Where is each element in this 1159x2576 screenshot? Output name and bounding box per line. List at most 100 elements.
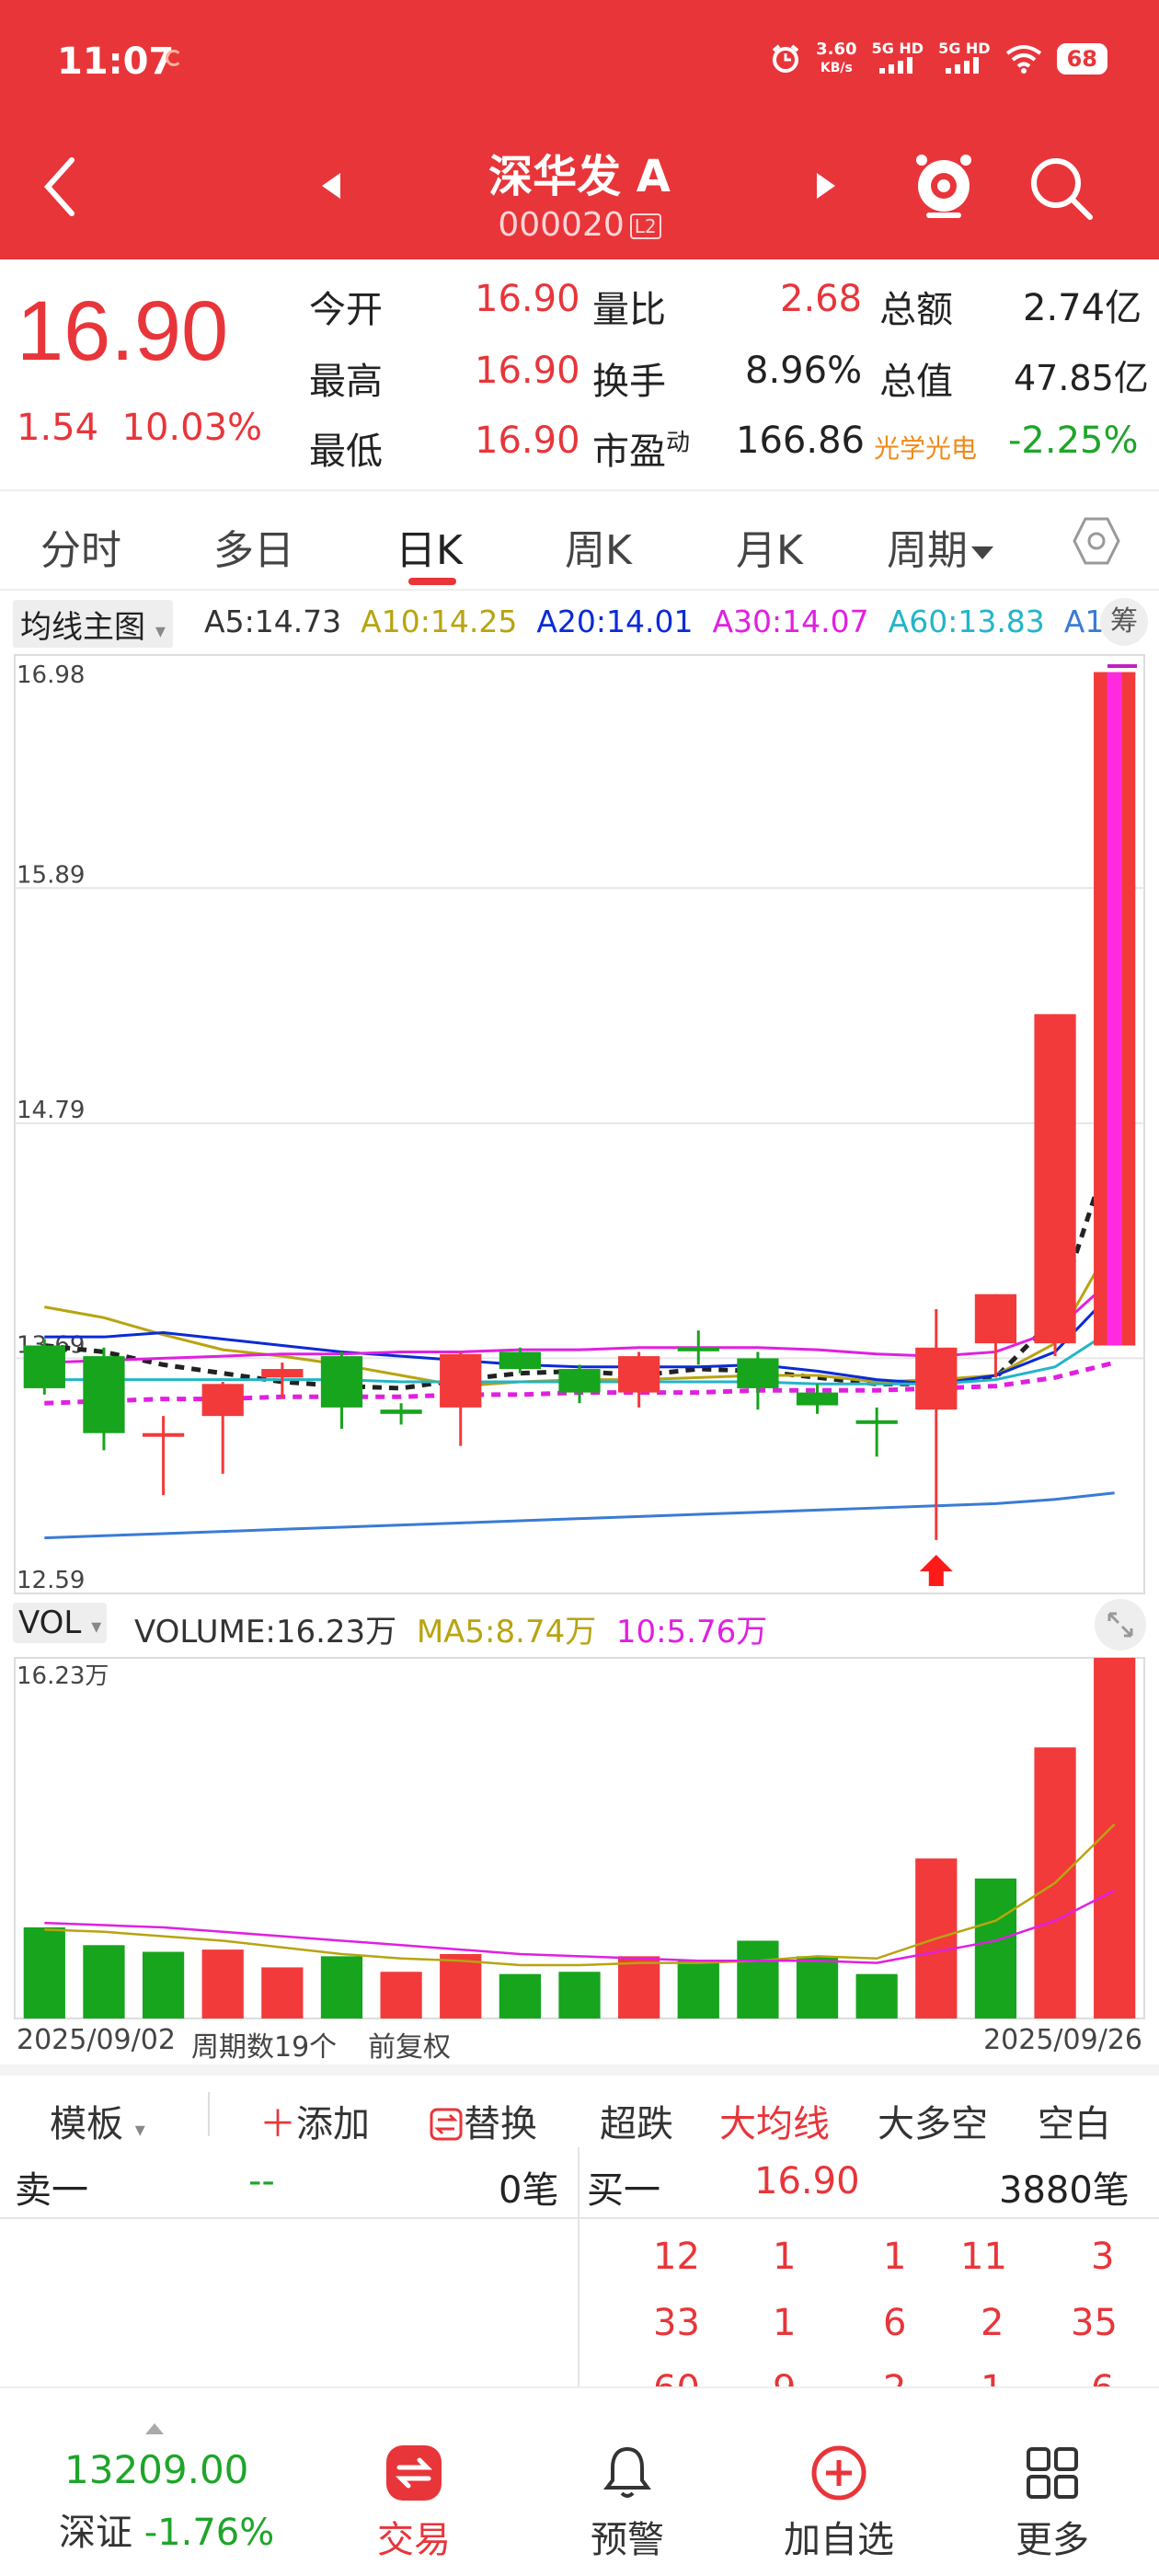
tab-period[interactable]: 周期 (887, 517, 993, 576)
ma20-label: A20: (536, 604, 607, 639)
queue-order-size: 1 (883, 2236, 907, 2278)
end-date: 2025/09/26 (983, 2024, 1142, 2056)
indicator-oversold[interactable]: 超跌 (600, 2103, 673, 2145)
add-button[interactable]: ＋添加 (259, 2094, 370, 2147)
chevron-down-icon: ▾ (91, 1616, 102, 1639)
sub-chart-selector[interactable]: VOL ▾ (13, 1603, 108, 1643)
candle-body (440, 1353, 482, 1408)
stock-code-row: 000020 L2 (0, 206, 1159, 244)
indicator-long-short[interactable]: 大多空 (878, 2103, 988, 2145)
price-change: 1.54 10.03% (17, 407, 262, 449)
change-value: 1.54 (17, 407, 99, 449)
volume-ma-line-10 (44, 1889, 1116, 1964)
label-sector[interactable]: 光学光电 (874, 433, 978, 464)
battery-level: 68 (1056, 43, 1107, 75)
value-low: 16.90 (475, 420, 580, 462)
nav-trade[interactable]: 交易 (340, 2444, 488, 2563)
queue-order-size: 6 (883, 2302, 907, 2344)
back-icon[interactable] (40, 155, 77, 219)
expand-icon[interactable] (1095, 1599, 1146, 1650)
queue-order-size: 11 (960, 2236, 1007, 2278)
divider (578, 2147, 580, 2386)
indicator-blank[interactable]: 空白 (1038, 2103, 1111, 2145)
chip-distribution-button[interactable]: 筹 (1100, 598, 1148, 646)
prev-stock-icon[interactable] (322, 173, 340, 199)
status-bar: 11:07 3.60 KB/s 5G HD 5G HD 68 (0, 0, 1159, 110)
sub-chart-selector-label: VOL (18, 1604, 82, 1641)
candle-body (499, 1351, 541, 1370)
tab-intraday[interactable]: 分时 (40, 527, 121, 574)
ma10-value: 14.25 (430, 604, 518, 639)
index-change: -1.76% (143, 2512, 275, 2554)
grid-icon (1027, 2447, 1078, 2499)
value-pe: 166.86 (736, 420, 865, 462)
queue-order-size: 60 (653, 2368, 700, 2386)
replace-button[interactable]: 替换 (429, 2094, 537, 2147)
tab-monthly-k[interactable]: 月K (736, 527, 803, 574)
volume-bar (380, 1972, 422, 2018)
nav-alert[interactable]: 预警 (554, 2444, 701, 2563)
volume-chart[interactable]: 16.23万 (0, 1652, 1159, 2020)
signal-2: 5G HD (938, 40, 991, 77)
tab-weekly-k[interactable]: 周K (565, 527, 632, 574)
value-open: 16.90 (475, 278, 580, 320)
index-value[interactable]: 13209.00 (64, 2447, 249, 2492)
template-button[interactable]: 模板 ▾ (50, 2094, 145, 2147)
volume-bar (142, 1951, 185, 2018)
adjust-mode[interactable]: 前复权 (368, 2031, 451, 2064)
buy-count: 3880笔 (999, 2169, 1130, 2212)
ma60-label: A60: (888, 604, 958, 639)
ma-legend: 均线主图 ▾ A5:14.73 A10:14.25 A20:14.01 A30:… (0, 596, 1159, 648)
ma20-item: A20:14.01 (536, 604, 693, 639)
label-high: 最高 (309, 361, 383, 403)
start-date: 2025/09/02 (17, 2024, 176, 2056)
value-sector-change[interactable]: -2.25% (1008, 420, 1139, 462)
queue-order-size: 1 (981, 2368, 1004, 2386)
settings-hex-icon[interactable] (1071, 515, 1122, 567)
indicator-big-ma[interactable]: 大均线 (719, 2103, 830, 2145)
candle-body (380, 1409, 422, 1414)
volume-legend: VOL ▾ VOLUME:16.23万 MA5:8.74万 10:5.76万 (0, 1599, 1159, 1650)
ma20-value: 14.01 (606, 604, 694, 639)
queue-order-size: 2 (883, 2368, 906, 2386)
label-turnover-amount: 总额 (879, 289, 953, 331)
chevron-down-icon (971, 546, 993, 559)
vol-ma5-item: MA5:8.74万 (417, 1614, 596, 1650)
quote-panel: 16.90 1.54 10.03% 今开 16.90 量比 2.68 总额 2.… (0, 259, 1159, 489)
volume-bar (201, 1949, 244, 2018)
candle-body (1034, 1014, 1076, 1344)
volume-label: VOLUME: (134, 1614, 276, 1650)
add-label: 添加 (296, 2103, 370, 2145)
tab-multi-day[interactable]: 多日 (213, 527, 294, 574)
queue-order-size: 12 (653, 2236, 700, 2278)
search-icon[interactable] (1026, 153, 1096, 223)
label-open: 今开 (309, 289, 383, 331)
index-row[interactable]: 深证 -1.76% (59, 2502, 274, 2556)
candle-body (558, 1369, 601, 1393)
net-speed: 3.60 KB/s (816, 40, 856, 77)
chevron-down-icon: ▾ (134, 2119, 145, 2142)
ma10-item: A10:14.25 (361, 604, 517, 639)
volume-ma-line-ma5 (44, 1823, 1116, 1967)
ma30-label: A30: (712, 604, 783, 639)
nav-trade-label: 交易 (377, 2519, 451, 2561)
add-circle-icon (811, 2445, 866, 2501)
nav-add-watchlist[interactable]: 加自选 (765, 2444, 912, 2563)
expand-up-icon[interactable] (145, 2423, 164, 2434)
mascot-icon[interactable] (911, 149, 977, 223)
y-tick-label: 14.79 (17, 1097, 85, 1124)
net-speed-value: 3.60 (816, 40, 857, 59)
l2-badge: L2 (629, 213, 661, 239)
nav-more[interactable]: 更多 (979, 2444, 1126, 2563)
ma60-value: 13.83 (958, 604, 1045, 639)
next-stock-icon[interactable] (817, 173, 835, 199)
candle-body (915, 1347, 958, 1410)
tab-daily-k[interactable]: 日K (396, 527, 463, 574)
active-tab-indicator (408, 578, 456, 585)
ma-values: A5:14.73 A10:14.25 A20:14.01 A30:14.07 A… (204, 604, 1142, 639)
candle-body (23, 1345, 65, 1388)
status-time: 11:07 (57, 40, 175, 83)
nav-alert-label: 预警 (591, 2519, 664, 2561)
main-chart-selector[interactable]: 均线主图 ▾ (13, 600, 173, 648)
